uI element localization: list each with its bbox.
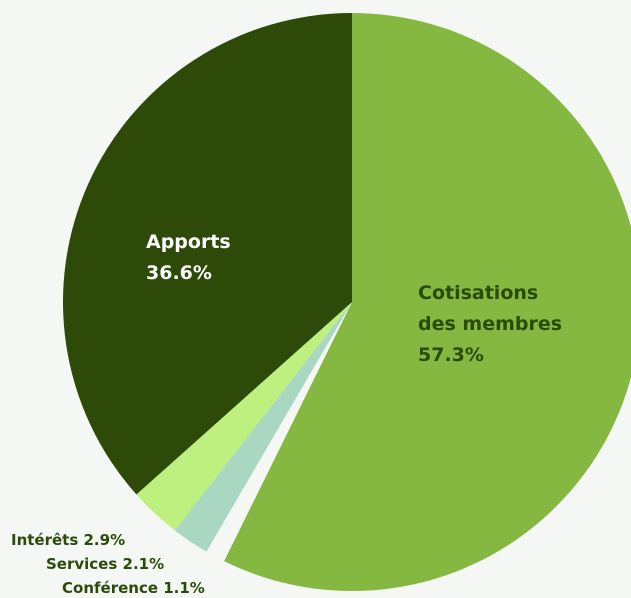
- slice-label-services: Services 2.1%: [46, 555, 164, 573]
- slice-interets: [136, 302, 352, 531]
- slice-conference: [206, 302, 352, 562]
- slice-label-interets: Intérêts 2.9%: [11, 531, 125, 549]
- slice-label-apports: Apports 36.6%: [146, 231, 231, 284]
- slice-labels: Cotisations des membres 57.3% Conférence 1.…: [11, 231, 562, 597]
- slice-apports: [62, 12, 352, 495]
- slice-label-cotisations-des-membres: Cotisations des membres 57.3%: [418, 282, 562, 366]
- pie-slices: [62, 12, 631, 591]
- slice-label-conference: Conférence 1.1%: [62, 579, 205, 597]
- slice-services: [174, 302, 352, 552]
- slice-cotisations-des-membres: [224, 13, 631, 591]
